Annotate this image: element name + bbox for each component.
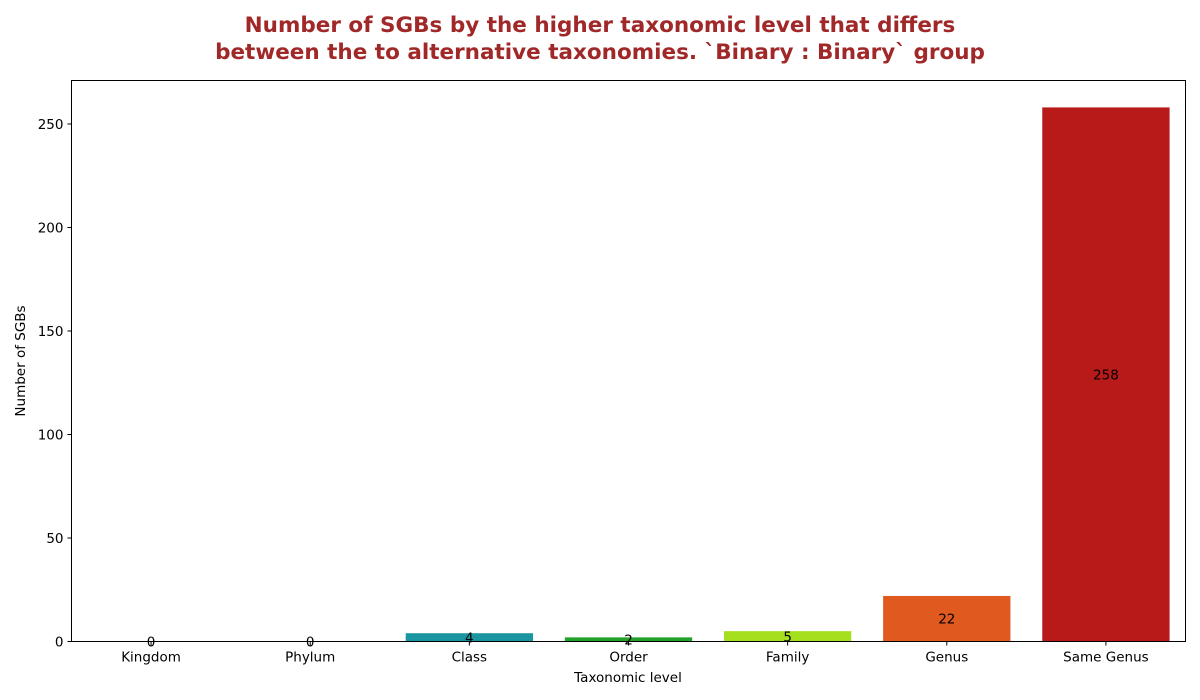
x-tick-label-class: Class [452,650,488,666]
y-tick-label-150: 150 [38,324,64,340]
bar-order [564,637,693,642]
bar-family [723,631,852,642]
x-tick-label-order: Order [609,650,648,666]
bar-class [405,633,534,642]
y-axis: 0 50 100 150 200 250 [38,117,72,651]
y-axis-label: Number of SGBs [13,305,29,416]
x-tick-label-genus: Genus [925,650,968,666]
y-tick-label-100: 100 [38,427,64,443]
x-tick-label-phylum: Phylum [285,650,335,666]
bar-same-genus [1042,107,1170,642]
data-label-order: 2 [624,632,633,648]
chart-title-line-1: Number of SGBs by the higher taxonomic l… [245,13,956,38]
x-tick-label-kingdom: Kingdom [121,650,181,666]
data-label-family: 5 [783,629,792,645]
bar-genus [883,595,1011,642]
x-tick-label-family: Family [766,650,809,666]
chart-title-line-2: between the to alternative taxonomies. `… [215,40,985,65]
data-label-class: 4 [465,630,474,646]
bars-layer [405,107,1170,642]
y-tick-label-50: 50 [46,531,63,547]
x-axis-label: Taxonomic level [573,670,682,686]
x-axis: Kingdom Phylum Class Order Family Genus Same G… [121,641,1149,666]
data-label-genus: 22 [938,612,955,628]
x-tick-label-same-genus: Same Genus [1063,650,1149,666]
data-label-same-genus: 258 [1093,367,1119,383]
y-tick-label-250: 250 [38,117,64,133]
y-tick-label-200: 200 [38,220,64,236]
y-tick-label-0: 0 [55,635,64,651]
